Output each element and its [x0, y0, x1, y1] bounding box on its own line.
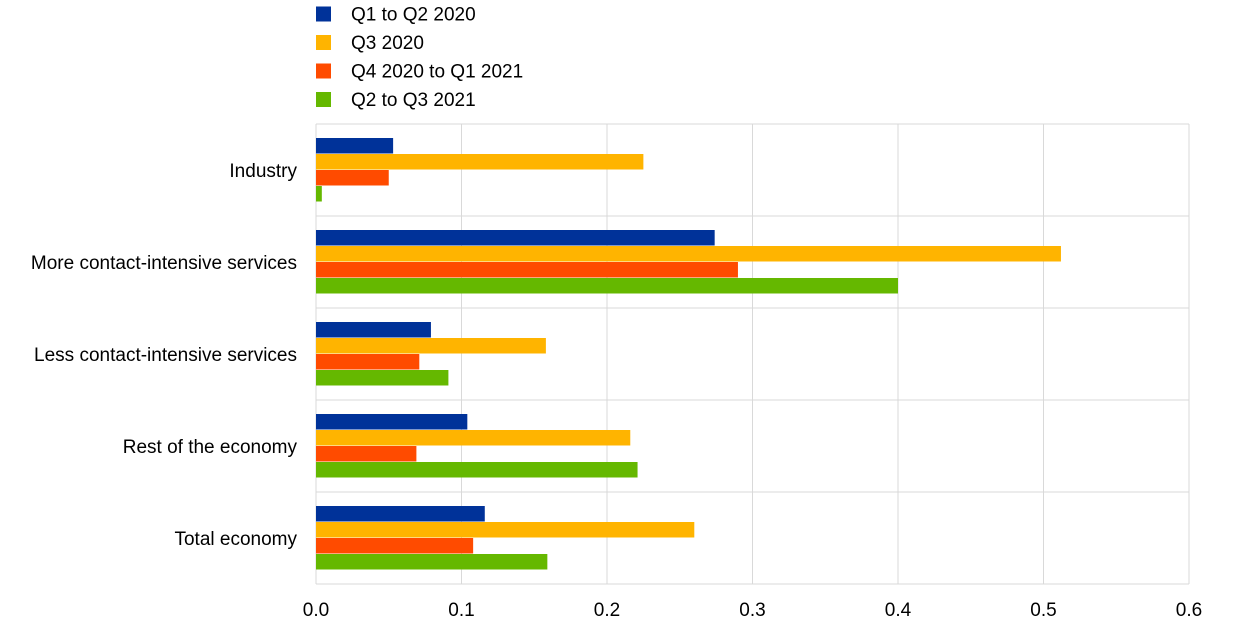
category-labels: Industry More contact-intensive services L… — [31, 161, 298, 550]
bar-2-2 — [316, 354, 420, 370]
legend-swatch-1 — [316, 35, 331, 50]
bar-1-1 — [316, 246, 1061, 262]
bar-1-0 — [316, 230, 715, 246]
bar-1-3 — [316, 278, 898, 294]
bar-4-0 — [316, 506, 485, 522]
bar-3-3 — [316, 462, 638, 478]
legend: Q1 to Q2 2020 Q3 2020 Q4 2020 to Q1 2021 Q2… — [316, 5, 523, 111]
x-tick-label-4: 0.4 — [885, 600, 912, 621]
legend-label-2: Q4 2020 to Q1 2021 — [351, 62, 523, 83]
bar-0-2 — [316, 170, 389, 186]
bar-4-2 — [316, 538, 474, 554]
bar-0-1 — [316, 154, 644, 170]
x-tick-label-1: 0.1 — [448, 600, 474, 621]
bar-3-0 — [316, 414, 468, 430]
bar-3-1 — [316, 430, 631, 446]
x-tick-label-2: 0.2 — [594, 600, 620, 621]
bar-2-1 — [316, 338, 546, 354]
bar-2-3 — [316, 370, 449, 386]
bar-0-3 — [316, 186, 322, 202]
legend-label-1: Q3 2020 — [351, 33, 424, 54]
category-label-0: Industry — [229, 161, 297, 182]
x-tick-label-6: 0.6 — [1176, 600, 1202, 621]
legend-label-0: Q1 to Q2 2020 — [351, 5, 476, 26]
legend-label-3: Q2 to Q3 2021 — [351, 90, 476, 111]
category-label-3: Rest of the economy — [123, 437, 298, 458]
x-tick-label-3: 0.3 — [739, 600, 765, 621]
category-label-1: More contact-intensive services — [31, 253, 297, 274]
x-axis-tick-labels: 0.0 0.1 0.2 0.3 0.4 0.5 0.6 — [303, 600, 1202, 621]
bar-4-1 — [316, 522, 695, 538]
x-tick-label-0: 0.0 — [303, 600, 329, 621]
bars — [316, 138, 1061, 570]
x-tick-label-5: 0.5 — [1030, 600, 1056, 621]
legend-swatch-2 — [316, 63, 331, 79]
category-label-2: Less contact-intensive services — [34, 345, 297, 366]
bar-3-2 — [316, 446, 417, 462]
legend-swatch-0 — [316, 6, 331, 22]
bar-0-0 — [316, 138, 394, 154]
bar-2-0 — [316, 322, 431, 338]
legend-swatch-3 — [316, 92, 331, 107]
bar-1-2 — [316, 262, 738, 278]
category-label-4: Total economy — [174, 529, 297, 550]
bar-4-3 — [316, 554, 548, 570]
